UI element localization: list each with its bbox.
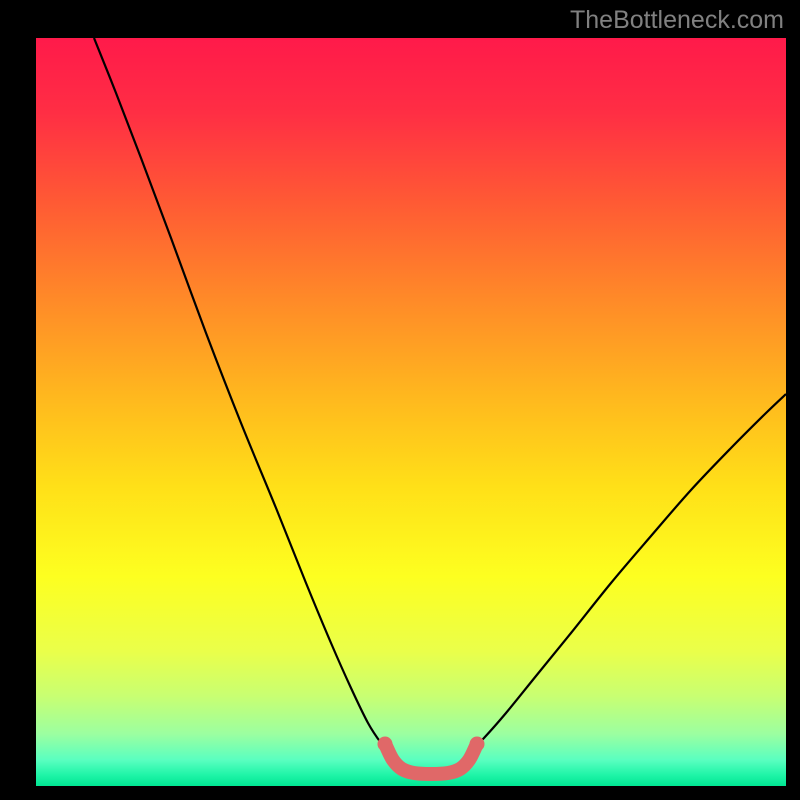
watermark-text: TheBottleneck.com bbox=[570, 6, 784, 35]
plot-area bbox=[36, 38, 786, 786]
plot-svg bbox=[36, 38, 786, 786]
gradient-background bbox=[36, 38, 786, 786]
trough-endpoint-dot bbox=[378, 737, 393, 752]
trough-endpoint-dot bbox=[470, 737, 485, 752]
